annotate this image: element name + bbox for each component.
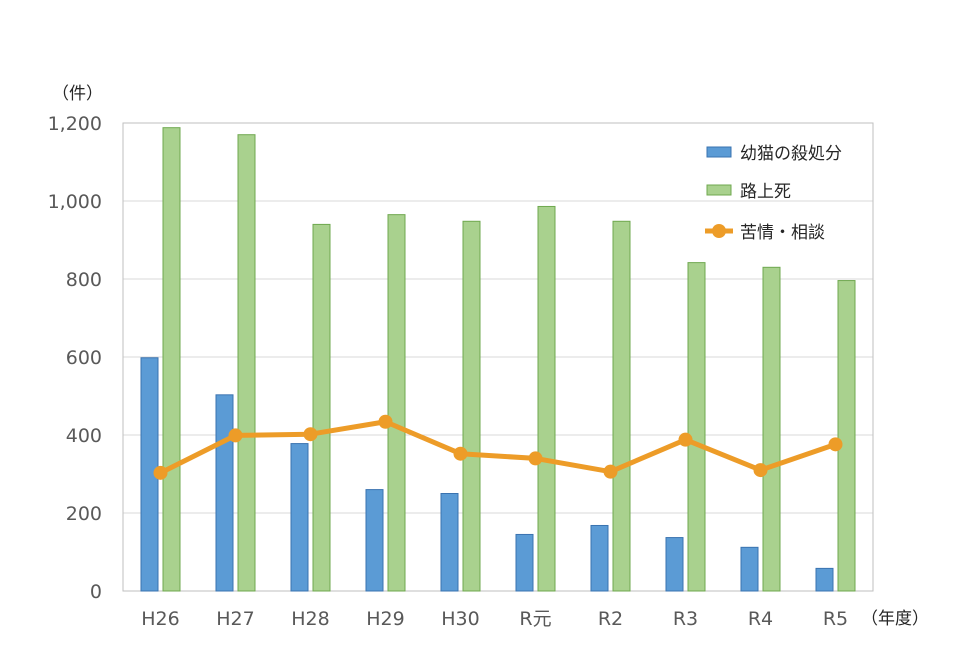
x-tick-label: H28 xyxy=(291,608,329,630)
y-tick-label: 600 xyxy=(66,347,102,369)
complaints-line xyxy=(159,419,837,476)
line-series xyxy=(153,414,843,480)
x-tick-label: H27 xyxy=(216,608,254,630)
y-tick-label: 400 xyxy=(66,425,102,447)
x-tick-label: R元 xyxy=(519,608,551,630)
bar-roadkill xyxy=(687,262,706,592)
x-axis-ticks: H26 H27 H28 H29 H30 R元 R2 R3 R4 R5 xyxy=(141,608,848,630)
bar-kitten-culling xyxy=(440,493,459,592)
complaints-point xyxy=(828,437,843,452)
x-tick-label: R3 xyxy=(673,608,698,630)
complaints-point xyxy=(528,451,543,466)
bar-roadkill xyxy=(462,220,481,592)
legend-label: 幼猫の殺処分 xyxy=(740,144,842,164)
complaints-point xyxy=(378,414,393,429)
x-unit-label: （年度） xyxy=(861,609,929,629)
bar-kitten-culling xyxy=(365,489,384,592)
legend-marker xyxy=(712,224,726,238)
y-tick-label: 0 xyxy=(90,581,102,603)
y-tick-label: 1,200 xyxy=(48,113,102,135)
bar-kitten-culling xyxy=(665,537,684,592)
complaints-point xyxy=(678,432,693,447)
complaints-point xyxy=(753,463,768,478)
y-axis-ticks: 0 200 400 600 800 1,000 1,200 xyxy=(48,113,102,603)
bar-roadkill xyxy=(612,220,631,592)
bar-roadkill xyxy=(537,205,556,592)
legend-label: 路上死 xyxy=(740,182,791,202)
y-unit-label: （件） xyxy=(52,84,103,104)
complaints-point xyxy=(603,464,618,479)
bar-roadkill xyxy=(237,134,256,592)
complaints-point xyxy=(228,428,243,443)
bar-roadkill xyxy=(762,266,781,592)
x-tick-label: H30 xyxy=(441,608,479,630)
y-tick-label: 1,000 xyxy=(48,191,102,213)
plot-area xyxy=(122,122,874,592)
bar-kitten-culling xyxy=(590,524,609,592)
y-tick-label: 200 xyxy=(66,503,102,525)
bar-kitten-culling xyxy=(815,567,834,592)
x-tick-label: R4 xyxy=(748,608,773,630)
x-tick-label: R5 xyxy=(823,608,848,630)
legend-swatch xyxy=(706,184,732,196)
y-tick-label: 800 xyxy=(66,269,102,291)
x-tick-label: H29 xyxy=(366,608,404,630)
bar-roadkill xyxy=(162,127,181,592)
bar-roadkill xyxy=(312,223,331,592)
bar-kitten-culling xyxy=(740,546,759,592)
bars xyxy=(140,127,856,592)
x-tick-label: H26 xyxy=(141,608,179,630)
bar-roadkill xyxy=(387,214,406,592)
legend-label: 苦情・相談 xyxy=(740,223,825,243)
bar-kitten-culling xyxy=(515,533,534,592)
bar-kitten-culling xyxy=(290,443,309,592)
bar-kitten-culling xyxy=(215,394,234,592)
x-tick-label: R2 xyxy=(598,608,623,630)
complaints-point xyxy=(303,427,318,442)
complaints-point xyxy=(153,465,168,480)
legend-swatch xyxy=(706,146,732,158)
bar-roadkill xyxy=(837,280,856,592)
complaints-point xyxy=(453,446,468,461)
